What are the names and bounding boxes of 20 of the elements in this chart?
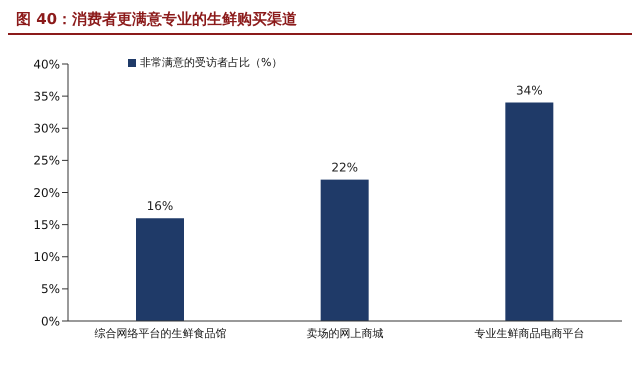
y-tick-label: 0% xyxy=(40,314,60,328)
x-tick-label: 卖场的网上商城 xyxy=(306,326,384,340)
y-tick-label: 40% xyxy=(33,57,60,72)
data-label: 34% xyxy=(516,84,543,98)
legend-label: 非常满意的受访者占比（%） xyxy=(140,56,282,69)
y-tick-label: 35% xyxy=(33,89,60,104)
x-tick-label: 综合网络平台的生鲜食品馆 xyxy=(94,326,226,340)
y-tick-label: 30% xyxy=(33,122,60,136)
bar xyxy=(320,180,369,321)
chart-title: 图 40：消费者更满意专业的生鲜购买渠道 xyxy=(8,8,632,35)
y-tick-label: 25% xyxy=(33,154,60,168)
bar xyxy=(505,102,554,321)
y-tick-label: 15% xyxy=(33,218,60,232)
y-tick-label: 20% xyxy=(33,186,60,200)
bar xyxy=(136,218,184,321)
y-tick-label: 10% xyxy=(33,250,60,264)
x-tick-label: 专业生鲜商品电商平台 xyxy=(474,326,585,340)
data-label: 16% xyxy=(146,199,174,214)
y-tick-label: 5% xyxy=(40,282,60,296)
data-label: 22% xyxy=(331,160,358,175)
